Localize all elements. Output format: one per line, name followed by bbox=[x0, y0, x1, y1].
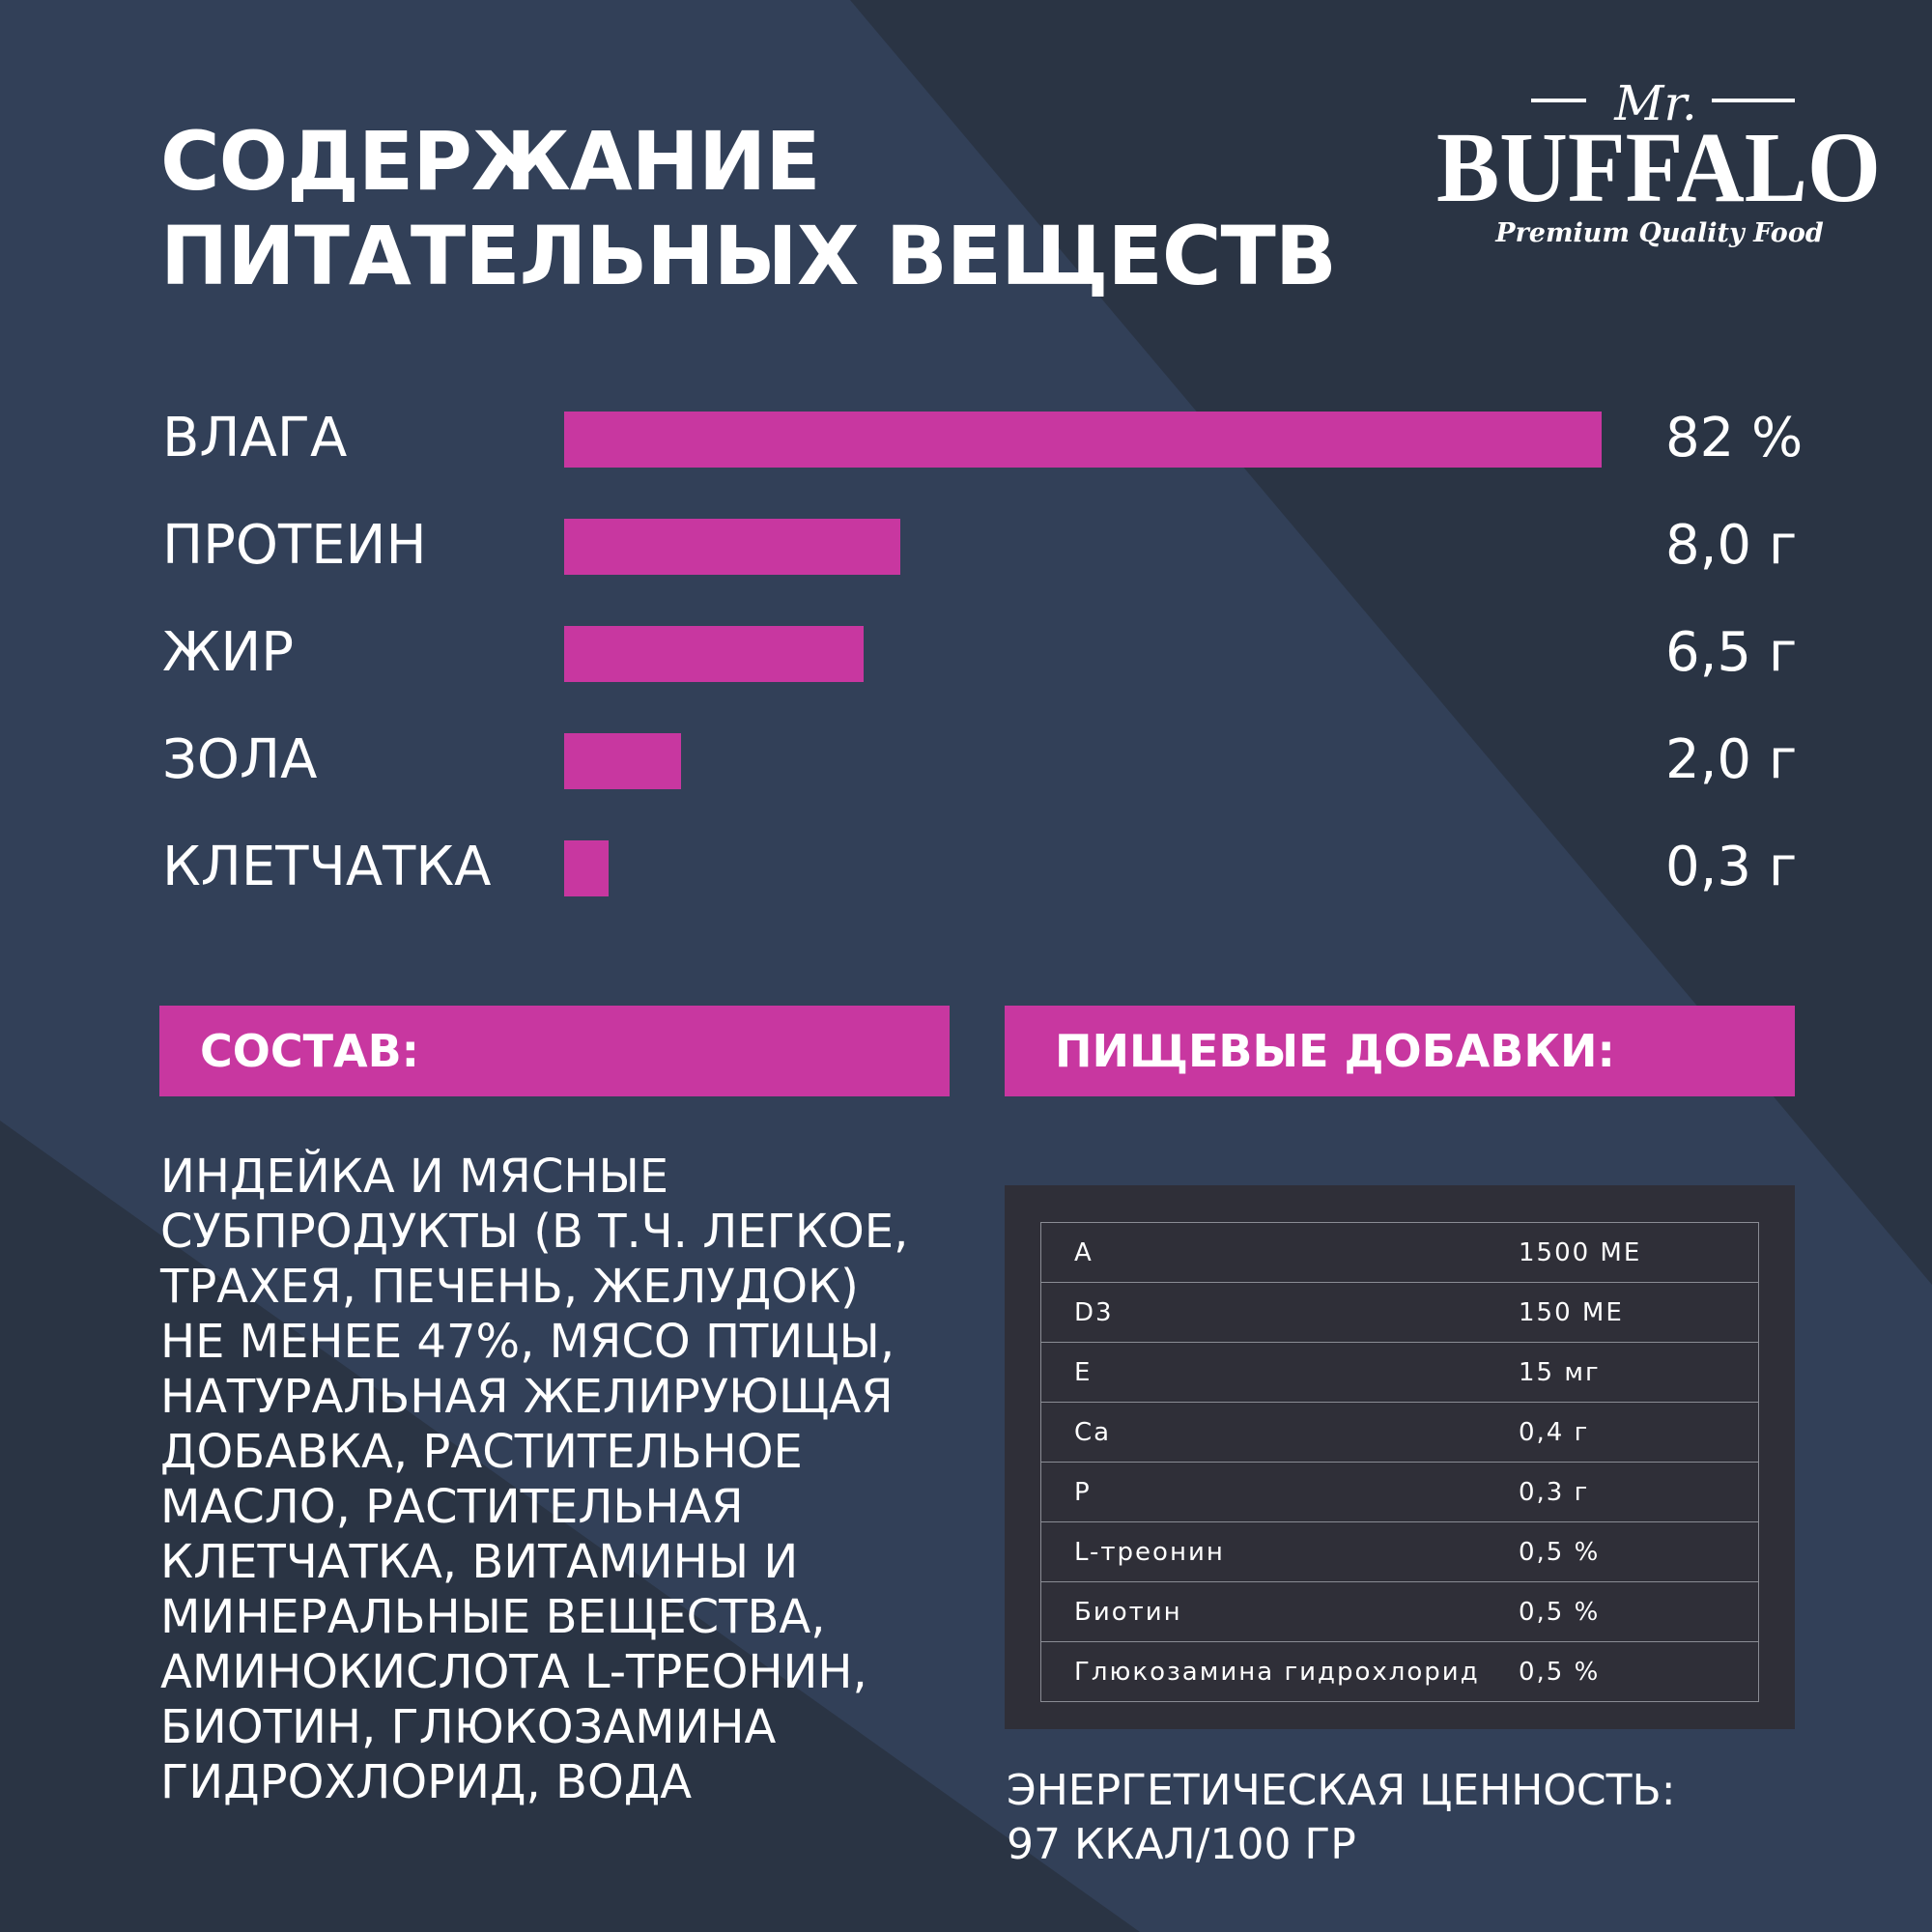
additive-row: E 15 мг bbox=[1040, 1342, 1759, 1403]
additive-row: Ca 0,4 г bbox=[1040, 1402, 1759, 1463]
nutrient-value: 8,0 г bbox=[1665, 514, 1798, 577]
additive-row: Глюкозамина гидрохлорид 0,5 % bbox=[1040, 1641, 1759, 1702]
title-line-2: ПИТАТЕЛЬНЫХ ВЕЩЕСТВ bbox=[160, 209, 1337, 303]
nutrient-bar bbox=[564, 733, 681, 789]
page-title: СОДЕРЖАНИЕ ПИТАТЕЛЬНЫХ ВЕЩЕСТВ bbox=[160, 114, 1337, 303]
nutrient-chart: ВЛАГА 82 % ПРОТЕИН 8,0 г ЖИР 6,5 г ЗОЛА 2,0 г КЛ… bbox=[0, 400, 1932, 906]
additive-row: P 0,3 г bbox=[1040, 1462, 1759, 1522]
additive-row: A 1500 МЕ bbox=[1040, 1222, 1759, 1283]
additive-name: E bbox=[1040, 1342, 1519, 1403]
composition-header: СОСТАВ: bbox=[159, 1006, 950, 1096]
energy-label: ЭНЕРГЕТИЧЕСКАЯ ЦЕННОСТЬ: bbox=[1007, 1766, 1676, 1815]
logo-tagline: Premium Quality Food bbox=[1494, 218, 1824, 248]
nutrient-label: ПРОТЕИН bbox=[162, 514, 427, 577]
nutrient-row: КЛЕТЧАТКА 0,3 г bbox=[0, 829, 1932, 906]
additive-value: 150 МЕ bbox=[1519, 1282, 1759, 1343]
additive-value: 15 мг bbox=[1519, 1342, 1759, 1403]
additive-value: 1500 МЕ bbox=[1519, 1222, 1759, 1283]
logo-brand: BUFFALO bbox=[1436, 112, 1881, 223]
additive-value: 0,5 % bbox=[1519, 1581, 1759, 1642]
nutrient-bar bbox=[564, 412, 1602, 468]
nutrient-row: ПРОТЕИН 8,0 г bbox=[0, 507, 1932, 584]
additive-value: 0,5 % bbox=[1519, 1521, 1759, 1582]
nutrient-row: ВЛАГА 82 % bbox=[0, 400, 1932, 477]
nutrient-label: ЗОЛА bbox=[162, 728, 318, 791]
additive-name: Глюкозамина гидрохлорид bbox=[1040, 1641, 1519, 1702]
additive-name: P bbox=[1040, 1462, 1519, 1522]
additive-row: Биотин 0,5 % bbox=[1040, 1581, 1759, 1642]
additive-name: D3 bbox=[1040, 1282, 1519, 1343]
nutrient-label: ВЛАГА bbox=[162, 407, 348, 469]
additive-value: 0,5 % bbox=[1519, 1641, 1759, 1702]
energy-value-block: ЭНЕРГЕТИЧЕСКАЯ ЦЕННОСТЬ: 97 ККАЛ/100 ГР bbox=[1007, 1764, 1676, 1872]
nutrient-value: 2,0 г bbox=[1665, 728, 1798, 791]
nutrient-bar bbox=[564, 840, 609, 896]
nutrient-row: ЖИР 6,5 г bbox=[0, 614, 1932, 692]
nutrient-label: КЛЕТЧАТКА bbox=[162, 836, 492, 898]
additive-value: 0,3 г bbox=[1519, 1462, 1759, 1522]
additive-name: L-треонин bbox=[1040, 1521, 1519, 1582]
additive-name: A bbox=[1040, 1222, 1519, 1283]
nutrient-value: 82 % bbox=[1665, 407, 1804, 469]
additive-name: Ca bbox=[1040, 1402, 1519, 1463]
additive-name: Биотин bbox=[1040, 1581, 1519, 1642]
additives-panel: A 1500 МЕ D3 150 МЕ E 15 мг Ca 0,4 г P 0,3 г L-тре… bbox=[1005, 1185, 1795, 1729]
additive-value: 0,4 г bbox=[1519, 1402, 1759, 1463]
additive-row: D3 150 МЕ bbox=[1040, 1282, 1759, 1343]
composition-text: ИНДЕЙКА И МЯСНЫЕ СУБПРОДУКТЫ (В Т.Ч. ЛЕГ… bbox=[160, 1150, 909, 1809]
energy-value: 97 ККАЛ/100 ГР bbox=[1007, 1820, 1356, 1869]
additives-table: A 1500 МЕ D3 150 МЕ E 15 мг Ca 0,4 г P 0,3 г L-тре… bbox=[1040, 1222, 1759, 1702]
brand-logo: Mr. BUFFALO Premium Quality Food bbox=[1436, 75, 1881, 248]
nutrient-row: ЗОЛА 2,0 г bbox=[0, 722, 1932, 799]
additives-header: ПИЩЕВЫЕ ДОБАВКИ: bbox=[1005, 1006, 1795, 1096]
additive-row: L-треонин 0,5 % bbox=[1040, 1521, 1759, 1582]
nutrient-bar bbox=[564, 626, 864, 682]
title-line-1: СОДЕРЖАНИЕ bbox=[160, 114, 821, 209]
nutrient-label: ЖИР bbox=[162, 621, 294, 684]
nutrient-bar bbox=[564, 519, 900, 575]
nutrient-value: 6,5 г bbox=[1665, 621, 1798, 684]
logo-prefix: Mr. bbox=[1613, 75, 1697, 131]
nutrient-value: 0,3 г bbox=[1665, 836, 1798, 898]
